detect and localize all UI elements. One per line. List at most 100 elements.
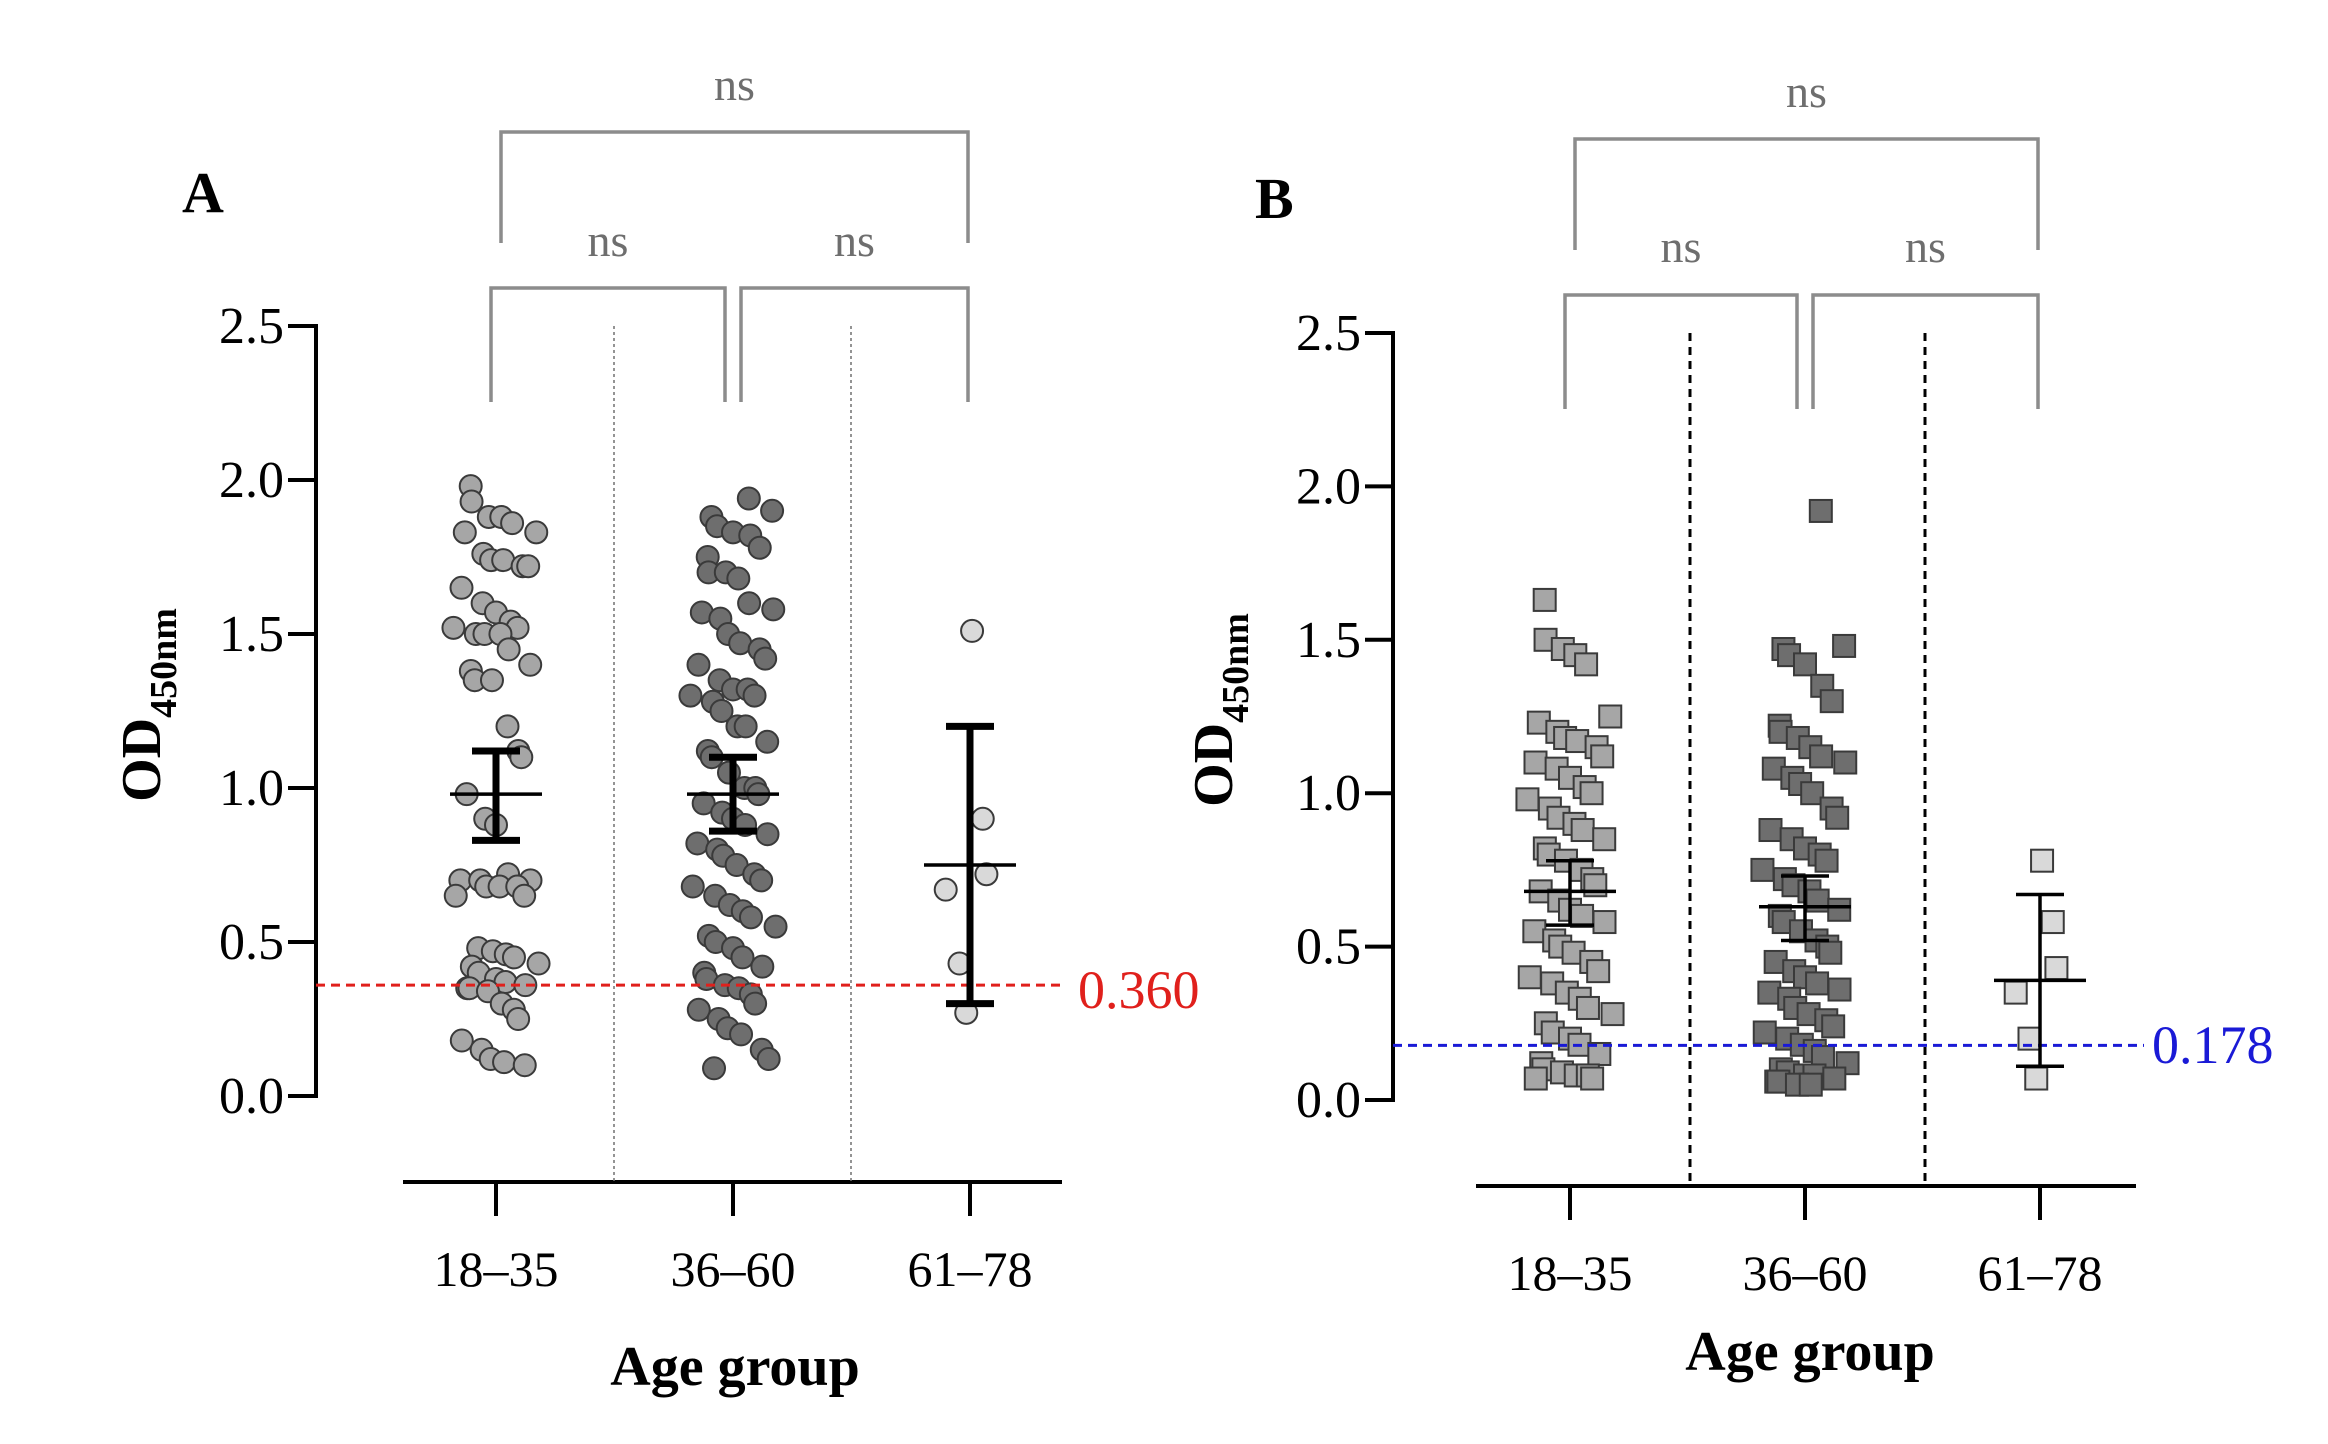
data-point [1818,940,1843,965]
cutoff-label: 0.360 [1078,960,1200,1020]
y-axis-title-sub-a: 450nm [143,608,185,718]
data-point [1825,805,1850,830]
data-point [496,637,521,662]
data-point [1592,827,1617,852]
data-point [512,883,537,908]
x-tick-label: 36–60 [1743,1245,1868,1301]
data-point [730,945,755,970]
data-point [524,520,549,545]
data-point [1833,750,1858,775]
data-point [1798,1072,1823,1097]
data-point [518,652,543,677]
data-point [680,874,705,899]
y-tick-label: 1.0 [1296,765,1361,822]
data-point [1600,1002,1625,1027]
panel-a: A OD450nm Age group 0.0 0.5 1.0 1.5 2.0 2.5 18… [111,59,1200,1398]
data-point [1586,959,1611,984]
data-point [709,699,734,723]
y-tick-label: 1.5 [1296,612,1361,669]
panel-b: B OD450nm Age group 0.0 0.5 1.0 1.5 2.0 2.5 18… [1183,66,2274,1383]
significance-label: ns [1786,66,1827,117]
cutoff-label: 0.178 [2152,1015,2274,1075]
data-point [1574,652,1599,677]
x-axis-title-a: Age group [610,1336,859,1398]
panel-label-a: A [182,160,224,225]
data-point [1809,744,1834,769]
data-point [933,877,958,902]
significance-label: ns [588,215,629,266]
data-point [742,683,767,708]
axis-layer-b: 0.0 0.5 1.0 1.5 2.0 2.5 18–35 36–60 61–78 ns ns ns [1296,66,2136,1301]
y-tick-label: 0.0 [219,1068,284,1125]
significance-bracket [1573,137,2040,250]
y-tick-label: 2.0 [1296,458,1361,515]
x-tick-label: 36–60 [671,1241,796,1297]
data-point [1805,971,1830,996]
data-point [1532,587,1557,612]
data-point [500,511,525,536]
data-point [512,1053,537,1078]
data-point [750,954,775,979]
marks-layer-a: 0.360 [316,474,1200,1081]
data-point [1590,744,1615,769]
data-point [737,591,762,616]
data-point [1752,1020,1777,1045]
data-point [749,868,774,893]
data-point [1580,1066,1605,1091]
data-point [686,997,711,1022]
y-tick-label: 1.5 [219,606,284,663]
x-tick-label: 18–35 [1508,1245,1633,1301]
data-point [1757,980,1782,1005]
data-point [755,822,780,847]
y-tick-label: 2.5 [1296,305,1361,362]
data-point [1523,750,1548,775]
x-tick-label: 61–78 [908,1241,1033,1297]
data-point [1800,781,1825,806]
data-point [1592,910,1617,935]
marks-layer-b: 0.178 [1393,498,2274,1097]
axis-layer-a: 0.0 0.5 1.0 1.5 2.0 2.5 18–35 36–60 61–78 ns ns ns [219,59,1062,1297]
data-point [449,1028,474,1053]
data-point [1579,781,1604,806]
data-point [1517,965,1542,990]
data-point [974,862,999,887]
data-point [970,806,995,831]
data-point [1821,1014,1846,1039]
y-tick-label: 1.0 [219,760,284,817]
data-point [1570,818,1595,843]
y-tick-label: 0.5 [219,914,284,971]
data-point [733,714,758,739]
data-point [1598,704,1623,729]
significance-label: ns [834,215,875,266]
significance-bracket [499,130,970,243]
x-tick-label: 18–35 [434,1241,559,1297]
data-point [755,729,780,754]
data-point [756,1047,781,1072]
data-point [736,486,761,511]
data-point [761,597,786,622]
x-axis-title-b: Age group [1685,1321,1934,1383]
data-point [443,883,468,908]
significance-bracket [489,286,727,402]
data-point [492,1050,517,1075]
data-point [1827,977,1852,1002]
y-tick-label: 2.0 [219,452,284,509]
data-point [1832,633,1857,658]
data-point [1814,848,1839,873]
data-point [1758,818,1783,843]
data-point [2030,848,2055,873]
data-point [501,945,526,970]
significance-bracket [1811,293,2040,409]
data-point [747,535,772,560]
data-point [763,914,788,939]
y-tick-label: 2.5 [219,298,284,355]
data-point [2040,910,2065,935]
y-tick-label: 0.5 [1296,919,1361,976]
data-point [702,1056,727,1081]
significance-bracket [1563,293,1799,409]
data-point [1819,689,1844,714]
data-point [738,905,763,930]
data-point [729,1022,754,1047]
data-point [495,714,520,739]
y-axis-title-a: OD450nm [111,608,185,802]
